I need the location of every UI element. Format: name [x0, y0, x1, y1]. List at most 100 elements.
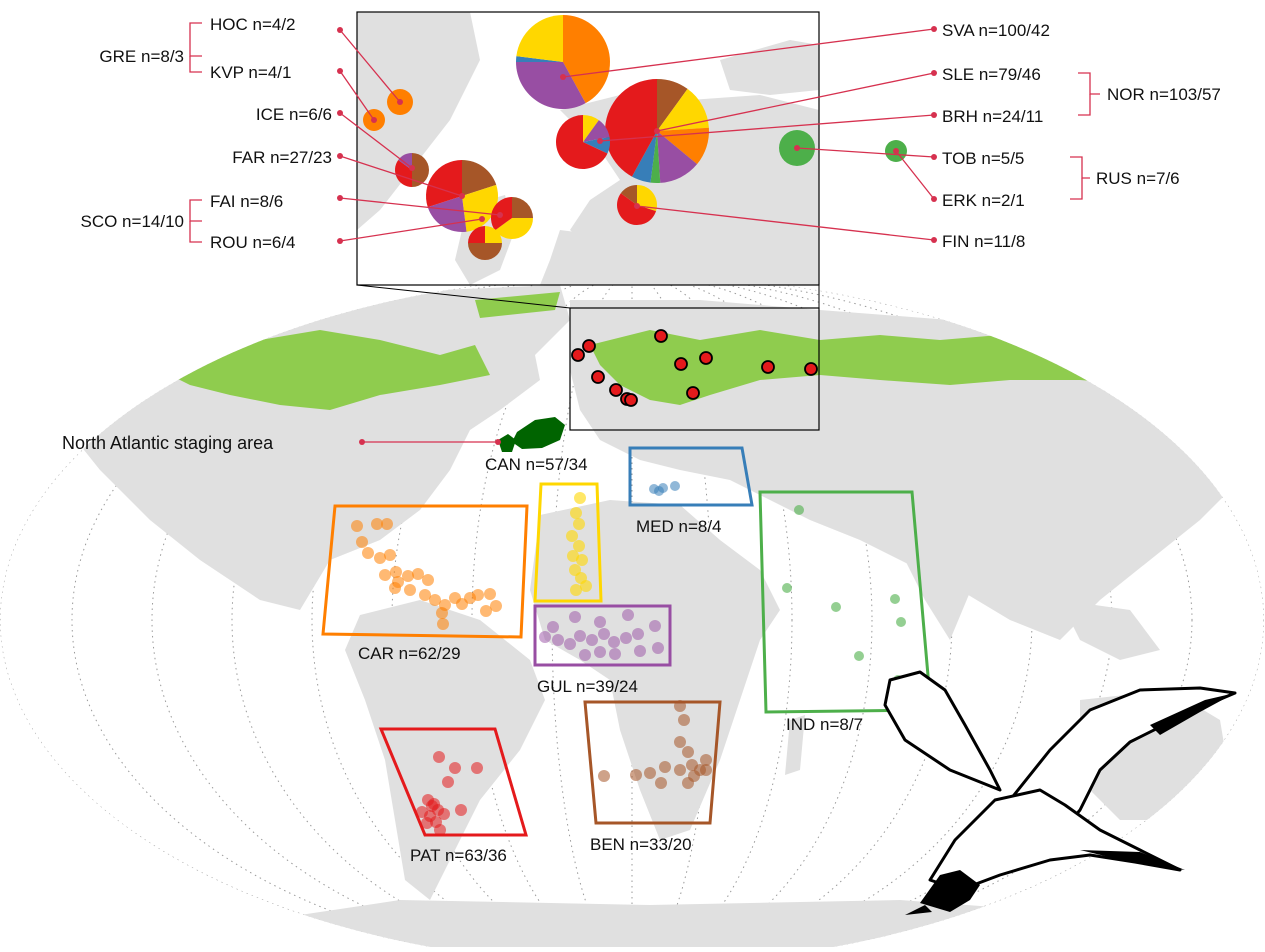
colony-markers [571, 329, 818, 407]
colony-marker [654, 329, 668, 343]
colony-label-fai: FAI n=8/6 [210, 192, 283, 211]
pie-slice-far-3 [426, 160, 462, 208]
colony-marker [582, 339, 596, 353]
region-box-ben [583, 700, 722, 825]
region-label-med: MED n=8/4 [636, 517, 722, 536]
region-box-med [628, 446, 754, 507]
southeast-asia-islands [1060, 600, 1160, 660]
staging-area-shape [512, 417, 565, 449]
colony-marker [591, 370, 605, 384]
colony-marker [674, 357, 688, 371]
leader-lines [189, 22, 1100, 443]
bird-silhouette-icon [883, 670, 1237, 915]
colony-label-kvp: KVP n=4/1 [210, 63, 291, 82]
colony-marker [686, 386, 700, 400]
pie-slice-ice-1 [395, 160, 412, 187]
madagascar-landmass [785, 715, 805, 775]
group-label-rus: RUS n=7/6 [1096, 169, 1180, 188]
colony-marker [609, 383, 623, 397]
tracking-points-med [649, 481, 680, 496]
pie-chart-fin [616, 185, 657, 226]
colony-label-erk: ERK n=2/1 [942, 191, 1025, 210]
tracking-points-car [351, 518, 502, 630]
pie-slice-sle-3 [657, 131, 698, 183]
bird-cap [920, 870, 980, 912]
breeding-range-greenland-coast [475, 292, 560, 318]
colony-marker [699, 351, 713, 365]
colony-label-tob: TOB n=5/5 [942, 149, 1024, 168]
colony-label-sle: SLE n=79/46 [942, 65, 1041, 84]
tracking-points-gul [539, 609, 664, 661]
pie-slice-sva-1 [516, 62, 586, 109]
inset-continental-europe [540, 230, 720, 285]
pie-chart-sva [516, 14, 610, 109]
pie-slice-sva-0 [563, 15, 610, 104]
bird-wingtip [1150, 693, 1235, 735]
colony-marker [804, 362, 818, 376]
inset-iceland [398, 112, 440, 140]
india-landmass [900, 520, 975, 640]
pie-slice-sva-2 [516, 56, 563, 62]
colony-label-sva: SVA n=100/42 [942, 21, 1050, 40]
antarctica-landmass [150, 900, 1150, 952]
region-label-ben: BEN n=33/20 [590, 835, 692, 854]
colony-label-hoc: HOC n=4/2 [210, 15, 296, 34]
colony-marker [624, 393, 638, 407]
inset-right-labels: SVA n=100/42 SLE n=79/46 BRH n=24/11 TOB… [942, 21, 1221, 251]
bird-beak [905, 905, 932, 915]
pie-slice-sle-2 [657, 127, 709, 165]
colony-label-brh: BRH n=24/11 [942, 107, 1043, 126]
pie-chart-rou [468, 226, 502, 260]
colony-label-fin: FIN n=11/8 [942, 232, 1025, 251]
pie-chart-sle [605, 79, 709, 183]
south-america-landmass [345, 600, 545, 900]
region-boxes [321, 446, 933, 837]
region-label-pat: PAT n=63/36 [410, 846, 507, 865]
pie-slice-rou-2 [468, 226, 485, 243]
colony-marker [571, 348, 585, 362]
inset-left-labels: HOC n=4/2 KVP n=4/1 ICE n=6/6 FAR n=27/2… [81, 15, 333, 252]
pie-slice-sle-4 [650, 131, 661, 183]
group-label-sco: SCO n=14/10 [81, 212, 185, 231]
region-box-can [533, 482, 603, 603]
pie-slice-far-1 [462, 184, 498, 232]
pie-slice-sva-3 [516, 14, 563, 63]
pie-slice-fin-2 [620, 185, 637, 205]
staging-area-shape-west [498, 434, 516, 452]
group-label-gre: GRE n=8/3 [99, 47, 184, 66]
region-label-car: CAR n=62/29 [358, 644, 461, 663]
tracking-points-pat [416, 751, 483, 836]
region-box-car [321, 504, 529, 639]
africa-landmass [530, 500, 780, 840]
inset-panel [356, 11, 907, 286]
colony-label-rou: ROU n=6/4 [210, 233, 296, 252]
pie-slice-sle-6 [605, 79, 657, 177]
pie-slice-far-0 [462, 160, 497, 196]
zoom-connector-left [356, 284, 571, 309]
bird-tail [1080, 850, 1185, 870]
pie-slice-sle-5 [631, 131, 657, 183]
pie-slice-rou-0 [485, 226, 502, 243]
colony-marker [761, 360, 775, 374]
pie-slice-fin-1 [616, 193, 657, 226]
region-box-gul [533, 604, 672, 667]
north-atlantic-staging-area [498, 417, 565, 452]
group-label-nor: NOR n=103/57 [1107, 85, 1221, 104]
pie-slice-sle-1 [657, 88, 709, 131]
region-labels: North Atlantic staging area CAN n=57/34 … [62, 433, 863, 865]
colony-label-ice: ICE n=6/6 [256, 105, 332, 124]
staging-area-label: North Atlantic staging area [62, 433, 274, 453]
bird-wing-back [883, 670, 1002, 792]
pie-slice-ice-0 [412, 153, 429, 187]
tracking-points-ben [598, 700, 712, 789]
colony-label-far: FAR n=27/23 [232, 148, 332, 167]
pie-slice-fai-0 [512, 197, 533, 218]
pie-slice-fai-1 [495, 218, 533, 239]
pie-slice-fin-0 [637, 185, 657, 212]
pie-slice-brh-0 [583, 115, 599, 142]
pie-slice-brh-3 [556, 115, 608, 169]
tracking-points-can [566, 492, 592, 596]
leader-dots [337, 26, 937, 445]
region-label-can: CAN n=57/34 [485, 455, 588, 474]
